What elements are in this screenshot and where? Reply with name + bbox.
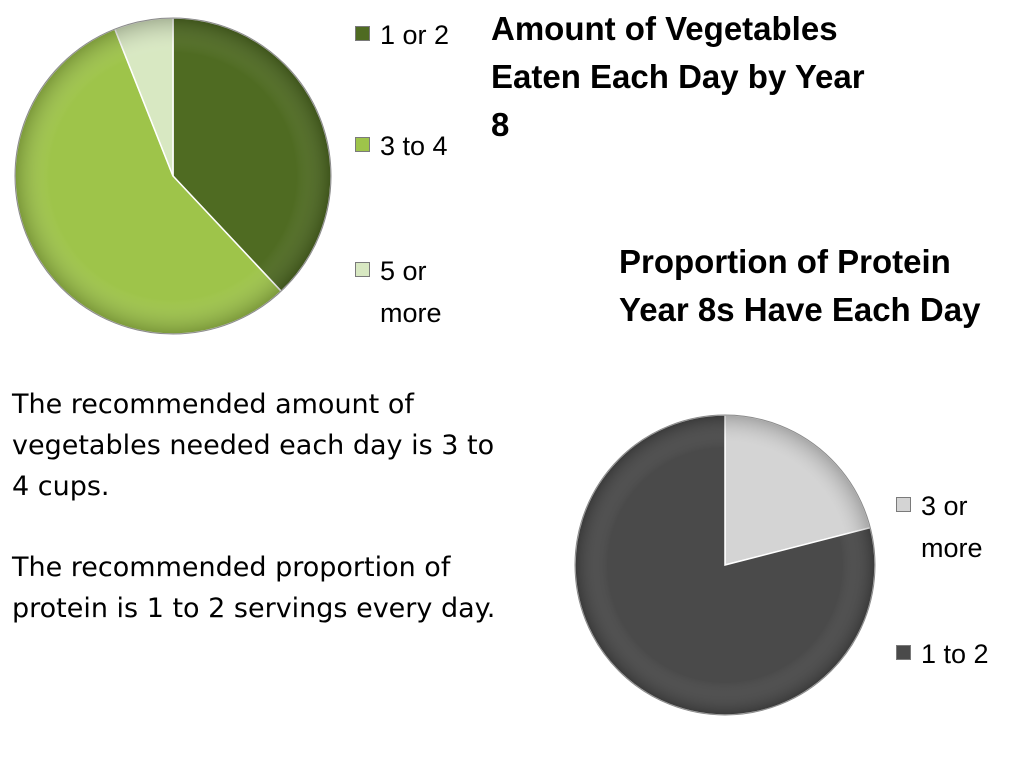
legend-swatch-1-or-2 bbox=[355, 26, 370, 41]
legend-item-1-to-2: 1 to 2 bbox=[896, 633, 989, 675]
legend-label-5-or-more: 5 or more bbox=[380, 256, 442, 328]
protein-pie-rim bbox=[574, 414, 876, 716]
legend-label-1-to-2: 1 to 2 bbox=[921, 639, 989, 669]
legend-swatch-1-to-2 bbox=[896, 645, 911, 660]
legend-item-3-or-more: 3 or more bbox=[896, 485, 1006, 569]
vegetables-chart-title: Amount of Vegetables Eaten Each Day by Y… bbox=[491, 10, 865, 143]
protein-chart-title: Proportion of Protein Year 8s Have Each … bbox=[619, 243, 981, 328]
legend-item-3-to-4: 3 to 4 bbox=[355, 125, 448, 167]
vegetables-recommendation-note: The recommended amount of vegetables nee… bbox=[12, 389, 495, 502]
legend-label-3-or-more: 3 or more bbox=[921, 491, 983, 563]
legend-item-5-or-more: 5 or more bbox=[355, 250, 445, 334]
protein-recommendation-note: The recommended proportion of protein is… bbox=[12, 552, 496, 624]
vegetables-pie-chart bbox=[14, 17, 332, 335]
legend-label-3-to-4: 3 to 4 bbox=[380, 131, 448, 161]
legend-swatch-3-to-4 bbox=[355, 137, 370, 152]
legend-label-1-or-2: 1 or 2 bbox=[380, 20, 450, 50]
legend-item-1-or-2: 1 or 2 bbox=[355, 14, 449, 56]
protein-pie-chart bbox=[574, 414, 876, 716]
vegetables-pie-rim bbox=[14, 17, 332, 335]
legend-swatch-3-or-more bbox=[896, 497, 911, 512]
legend-swatch-5-or-more bbox=[355, 262, 370, 277]
